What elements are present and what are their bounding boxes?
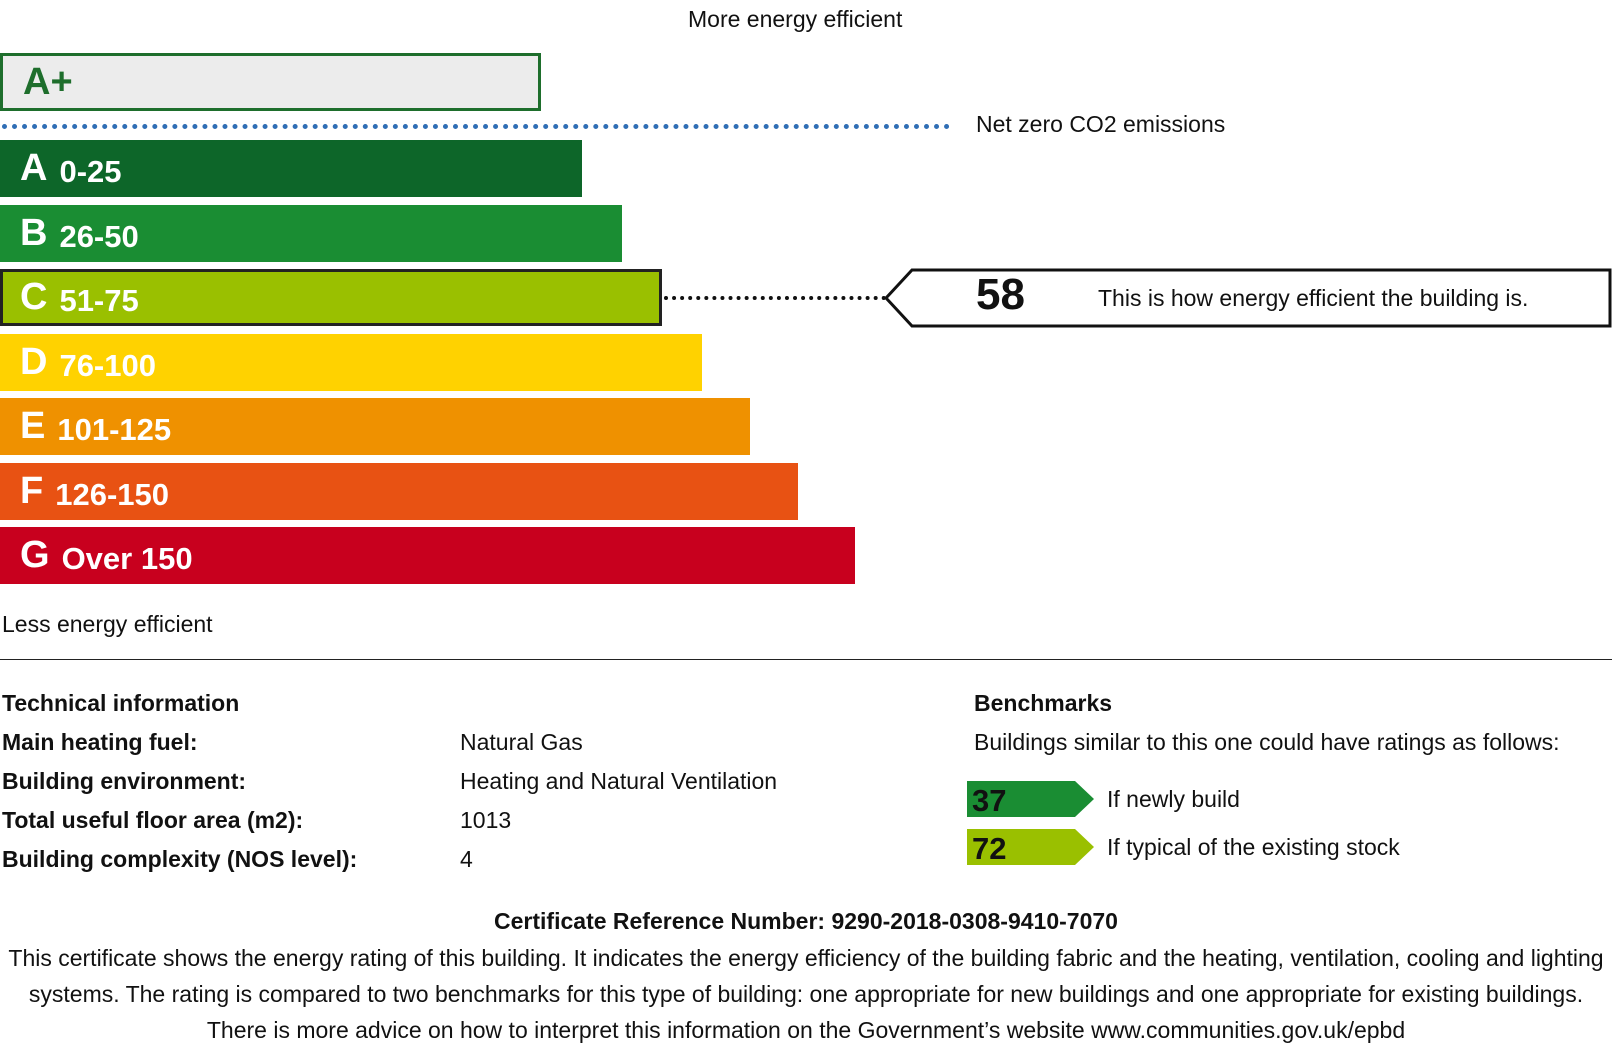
section-divider [0, 659, 1612, 660]
band-f-range: 126-150 [55, 476, 169, 512]
tech-value-complexity: 4 [460, 846, 473, 872]
band-f: F 126-150 [0, 463, 798, 520]
current-rating-arrow [884, 268, 1612, 328]
band-d-range: 76-100 [59, 347, 156, 383]
band-e-range: 101-125 [57, 411, 172, 447]
band-aplus-letter: A+ [23, 60, 73, 103]
benchmark-label-new: If newly build [1107, 786, 1240, 812]
band-f-letter: F [20, 470, 44, 512]
band-e: E 101-125 [0, 398, 750, 455]
net-zero-dotted-line [2, 124, 950, 129]
more-efficient-label: More energy efficient [688, 6, 903, 32]
current-rating-arrow-shape [884, 268, 1612, 328]
current-rating-value: 58 [976, 270, 1025, 319]
tech-value-floor-area: 1013 [460, 807, 512, 833]
band-b-range: 26-50 [59, 218, 139, 254]
band-c-letter: C [20, 276, 48, 318]
band-a-letter: A [20, 147, 48, 189]
tech-label-floor-area: Total useful floor area (m2): [2, 807, 304, 833]
rating-pointer-dotted-line [664, 296, 886, 300]
benchmark-label-existing: If typical of the existing stock [1107, 834, 1400, 860]
band-g-letter: G [20, 534, 50, 576]
band-e-letter: E [20, 405, 46, 447]
tech-value-heating-fuel: Natural Gas [460, 729, 583, 755]
certificate-explanation: This certificate shows the energy rating… [8, 945, 1604, 1043]
net-zero-label: Net zero CO2 emissions [976, 111, 1226, 137]
tech-label-complexity: Building complexity (NOS level): [2, 846, 358, 872]
band-a-range: 0-25 [59, 153, 122, 189]
band-aplus: A+ [0, 53, 541, 111]
benchmark-value-new: 37 [972, 783, 1007, 818]
band-d: D 76-100 [0, 334, 702, 391]
current-rating-text: This is how energy efficient the buildin… [1098, 285, 1529, 311]
band-c-range: 51-75 [59, 282, 139, 318]
tech-label-heating-fuel: Main heating fuel: [2, 729, 198, 755]
benchmark-arrow-new [967, 781, 1094, 817]
band-b-letter: B [20, 212, 48, 254]
benchmark-arrow-existing [967, 829, 1094, 865]
technical-heading: Technical information [2, 690, 240, 716]
band-b: B 26-50 [0, 205, 622, 262]
benchmark-value-existing: 72 [972, 831, 1007, 866]
band-g-range: Over 150 [61, 540, 193, 576]
band-d-letter: D [20, 341, 48, 383]
band-c: C 51-75 [0, 269, 662, 326]
less-efficient-label: Less energy efficient [2, 611, 213, 637]
certificate-reference: Certificate Reference Number: 9290-2018-… [494, 908, 1118, 934]
band-g: G Over 150 [0, 527, 855, 584]
tech-label-environment: Building environment: [2, 768, 247, 794]
band-a: A 0-25 [0, 140, 582, 197]
benchmarks-heading: Benchmarks [974, 690, 1113, 716]
benchmarks-intro: Buildings similar to this one could have… [974, 729, 1560, 755]
tech-value-environment: Heating and Natural Ventilation [460, 768, 778, 794]
